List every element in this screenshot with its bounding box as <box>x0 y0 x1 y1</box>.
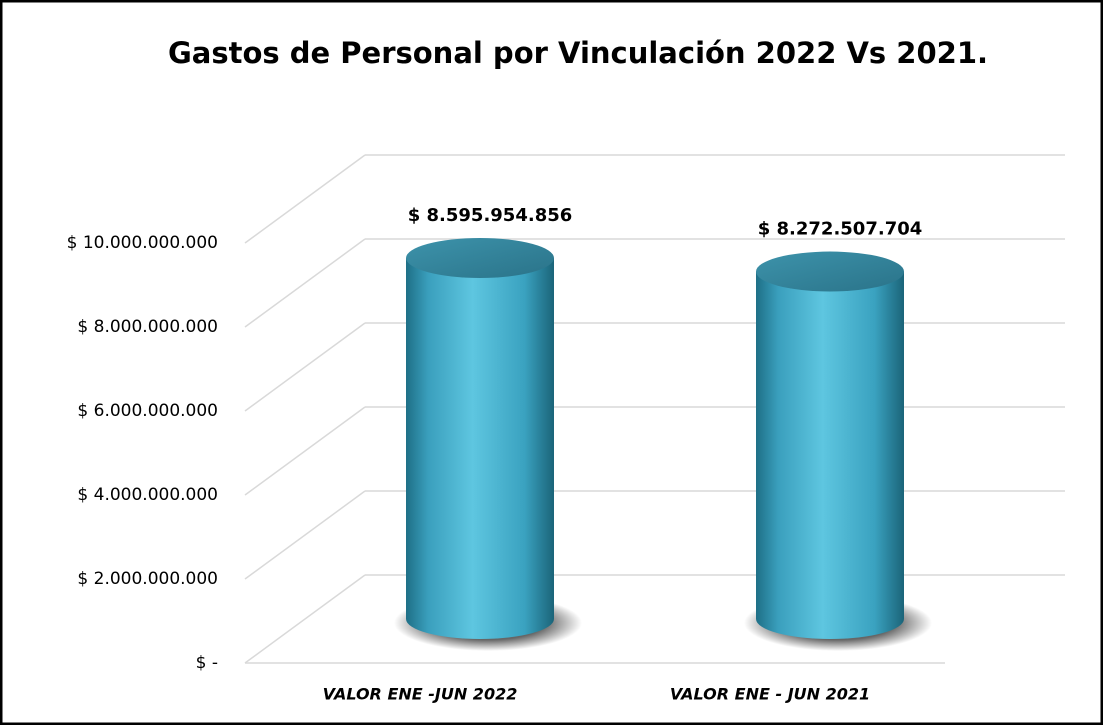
x-tick-label: VALOR ENE -JUN 2022 <box>323 685 518 704</box>
cylinder <box>406 257 554 639</box>
cylinder <box>756 271 904 639</box>
y-tick-label: $ 8.000.000.000 <box>77 317 218 337</box>
chart-title: Gastos de Personal por Vinculación 2022 … <box>168 36 988 70</box>
y-tick-label: $ 4.000.000.000 <box>77 485 218 505</box>
x-tick-label: VALOR ENE - JUN 2021 <box>670 685 870 704</box>
grid-line <box>244 574 366 664</box>
cylinder-top <box>756 251 904 292</box>
grid-line <box>244 238 366 328</box>
y-tick-label: $ 10.000.000.000 <box>67 233 218 253</box>
value-label: $ 8.272.507.704 <box>758 219 923 240</box>
grid-line <box>244 406 366 496</box>
y-tick-label: $ - <box>196 653 218 673</box>
value-label: $ 8.595.954.856 <box>408 205 573 226</box>
grid-line <box>244 490 366 580</box>
grid-line <box>244 154 366 244</box>
cylinder-top <box>406 237 554 278</box>
y-tick-label: $ 2.000.000.000 <box>77 569 218 589</box>
grid-line <box>244 322 366 412</box>
y-tick-label: $ 6.000.000.000 <box>77 401 218 421</box>
